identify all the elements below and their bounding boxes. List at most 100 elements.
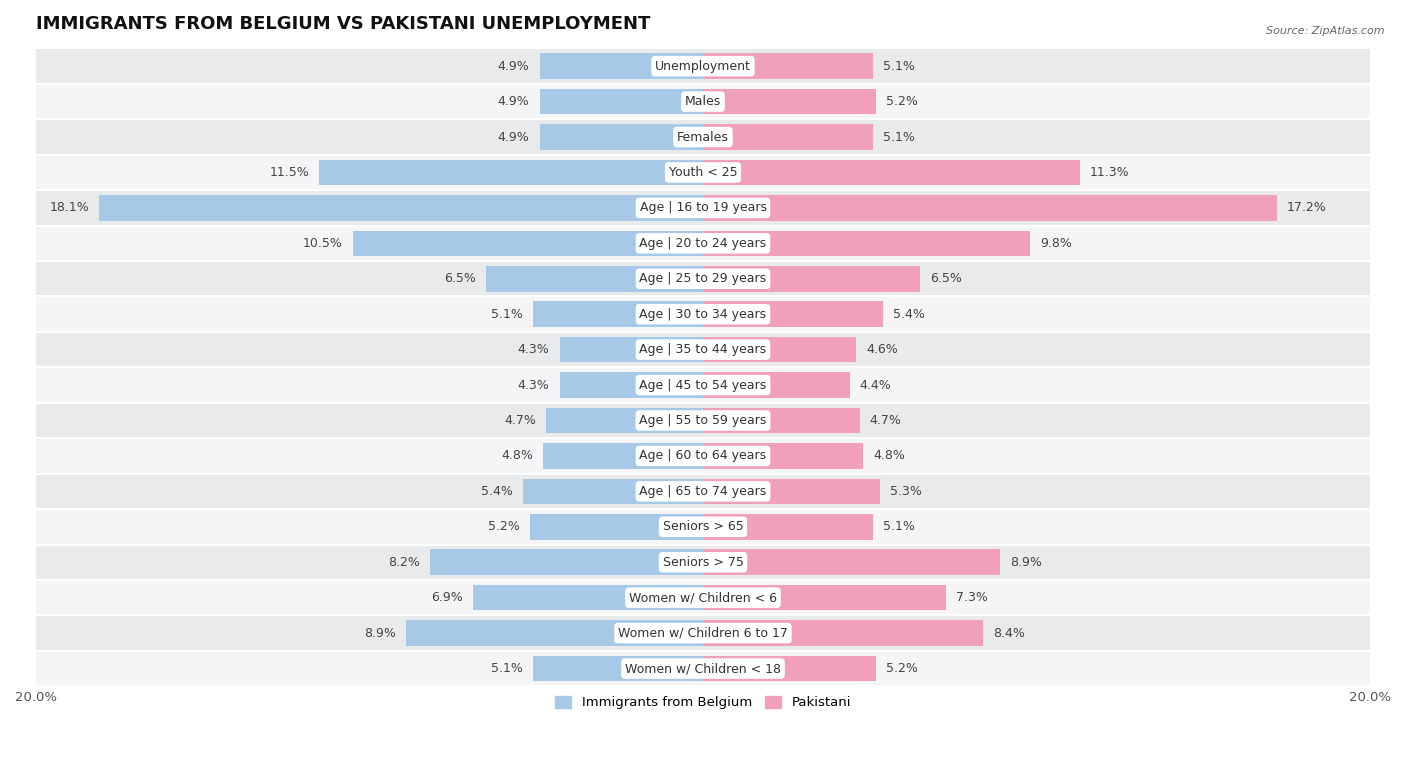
Text: 11.3%: 11.3%: [1090, 166, 1129, 179]
Text: Age | 45 to 54 years: Age | 45 to 54 years: [640, 378, 766, 391]
Text: Age | 35 to 44 years: Age | 35 to 44 years: [640, 343, 766, 356]
Bar: [703, 550, 1000, 575]
Bar: [703, 337, 856, 363]
Bar: [37, 154, 1369, 190]
Text: Females: Females: [678, 130, 728, 144]
Bar: [37, 509, 1369, 544]
Text: Source: ZipAtlas.com: Source: ZipAtlas.com: [1267, 26, 1385, 36]
Text: 5.2%: 5.2%: [886, 95, 918, 108]
Text: 5.2%: 5.2%: [488, 520, 520, 533]
Text: Age | 55 to 59 years: Age | 55 to 59 years: [640, 414, 766, 427]
Bar: [37, 615, 1369, 651]
Text: 4.9%: 4.9%: [498, 130, 530, 144]
Text: 4.7%: 4.7%: [505, 414, 536, 427]
Bar: [486, 266, 703, 291]
Bar: [547, 408, 703, 433]
Text: 4.3%: 4.3%: [517, 378, 550, 391]
Text: 9.8%: 9.8%: [1040, 237, 1071, 250]
Text: 4.8%: 4.8%: [873, 450, 905, 463]
Bar: [37, 403, 1369, 438]
Bar: [703, 408, 859, 433]
Bar: [540, 54, 703, 79]
Bar: [560, 372, 703, 398]
Bar: [703, 231, 1029, 256]
Text: 8.4%: 8.4%: [993, 627, 1025, 640]
Text: 11.5%: 11.5%: [270, 166, 309, 179]
Text: 5.1%: 5.1%: [491, 662, 523, 675]
Bar: [543, 443, 703, 469]
Bar: [703, 585, 946, 610]
Text: Age | 16 to 19 years: Age | 16 to 19 years: [640, 201, 766, 214]
Text: 4.4%: 4.4%: [859, 378, 891, 391]
Text: Age | 20 to 24 years: Age | 20 to 24 years: [640, 237, 766, 250]
Bar: [472, 585, 703, 610]
Bar: [406, 620, 703, 646]
Text: 7.3%: 7.3%: [956, 591, 988, 604]
Text: 5.1%: 5.1%: [883, 60, 915, 73]
Bar: [540, 124, 703, 150]
Text: 5.4%: 5.4%: [893, 307, 925, 321]
Bar: [703, 478, 880, 504]
Text: Unemployment: Unemployment: [655, 60, 751, 73]
Text: Youth < 25: Youth < 25: [669, 166, 737, 179]
Text: 4.8%: 4.8%: [501, 450, 533, 463]
Text: 5.1%: 5.1%: [491, 307, 523, 321]
Bar: [703, 372, 849, 398]
Text: Age | 60 to 64 years: Age | 60 to 64 years: [640, 450, 766, 463]
Legend: Immigrants from Belgium, Pakistani: Immigrants from Belgium, Pakistani: [550, 690, 856, 715]
Text: Age | 65 to 74 years: Age | 65 to 74 years: [640, 485, 766, 498]
Bar: [37, 332, 1369, 367]
Text: Age | 25 to 29 years: Age | 25 to 29 years: [640, 273, 766, 285]
Bar: [703, 89, 876, 114]
Text: Women w/ Children 6 to 17: Women w/ Children 6 to 17: [619, 627, 787, 640]
Bar: [703, 301, 883, 327]
Text: 8.9%: 8.9%: [364, 627, 396, 640]
Bar: [703, 160, 1080, 185]
Bar: [37, 297, 1369, 332]
Text: 5.4%: 5.4%: [481, 485, 513, 498]
Text: IMMIGRANTS FROM BELGIUM VS PAKISTANI UNEMPLOYMENT: IMMIGRANTS FROM BELGIUM VS PAKISTANI UNE…: [37, 15, 651, 33]
Bar: [353, 231, 703, 256]
Bar: [560, 337, 703, 363]
Text: 4.6%: 4.6%: [866, 343, 898, 356]
Text: 8.2%: 8.2%: [388, 556, 419, 569]
Bar: [37, 544, 1369, 580]
Bar: [37, 120, 1369, 154]
Bar: [37, 84, 1369, 120]
Text: Women w/ Children < 18: Women w/ Children < 18: [626, 662, 780, 675]
Bar: [703, 54, 873, 79]
Bar: [530, 514, 703, 540]
Bar: [703, 443, 863, 469]
Text: Males: Males: [685, 95, 721, 108]
Text: Seniors > 75: Seniors > 75: [662, 556, 744, 569]
Text: 5.2%: 5.2%: [886, 662, 918, 675]
Text: 10.5%: 10.5%: [302, 237, 343, 250]
Bar: [533, 301, 703, 327]
Bar: [37, 190, 1369, 226]
Bar: [100, 195, 703, 220]
Text: 5.1%: 5.1%: [883, 520, 915, 533]
Text: Seniors > 65: Seniors > 65: [662, 520, 744, 533]
Bar: [540, 89, 703, 114]
Bar: [37, 651, 1369, 687]
Bar: [319, 160, 703, 185]
Text: Women w/ Children < 6: Women w/ Children < 6: [628, 591, 778, 604]
Bar: [37, 226, 1369, 261]
Text: 6.5%: 6.5%: [444, 273, 477, 285]
Text: 8.9%: 8.9%: [1010, 556, 1042, 569]
Bar: [429, 550, 703, 575]
Bar: [37, 48, 1369, 84]
Text: 4.7%: 4.7%: [870, 414, 901, 427]
Bar: [703, 514, 873, 540]
Text: 5.1%: 5.1%: [883, 130, 915, 144]
Text: 4.9%: 4.9%: [498, 95, 530, 108]
Bar: [37, 261, 1369, 297]
Bar: [703, 620, 983, 646]
Bar: [37, 580, 1369, 615]
Text: Age | 30 to 34 years: Age | 30 to 34 years: [640, 307, 766, 321]
Text: 18.1%: 18.1%: [49, 201, 90, 214]
Bar: [703, 656, 876, 681]
Text: 4.3%: 4.3%: [517, 343, 550, 356]
Bar: [37, 438, 1369, 474]
Text: 5.3%: 5.3%: [890, 485, 922, 498]
